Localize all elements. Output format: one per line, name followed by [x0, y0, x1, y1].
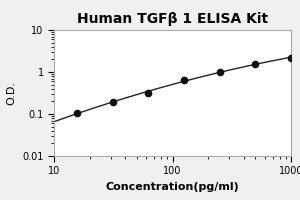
Point	[146, 91, 151, 94]
Point	[289, 56, 293, 59]
Point	[110, 101, 115, 104]
Point	[75, 112, 80, 115]
Y-axis label: O.D.: O.D.	[7, 81, 17, 105]
X-axis label: Concentration(pg/ml): Concentration(pg/ml)	[106, 182, 239, 192]
Point	[182, 78, 186, 81]
Point	[253, 62, 258, 66]
Point	[217, 71, 222, 74]
Title: Human TGFβ 1 ELISA Kit: Human TGFβ 1 ELISA Kit	[77, 12, 268, 26]
